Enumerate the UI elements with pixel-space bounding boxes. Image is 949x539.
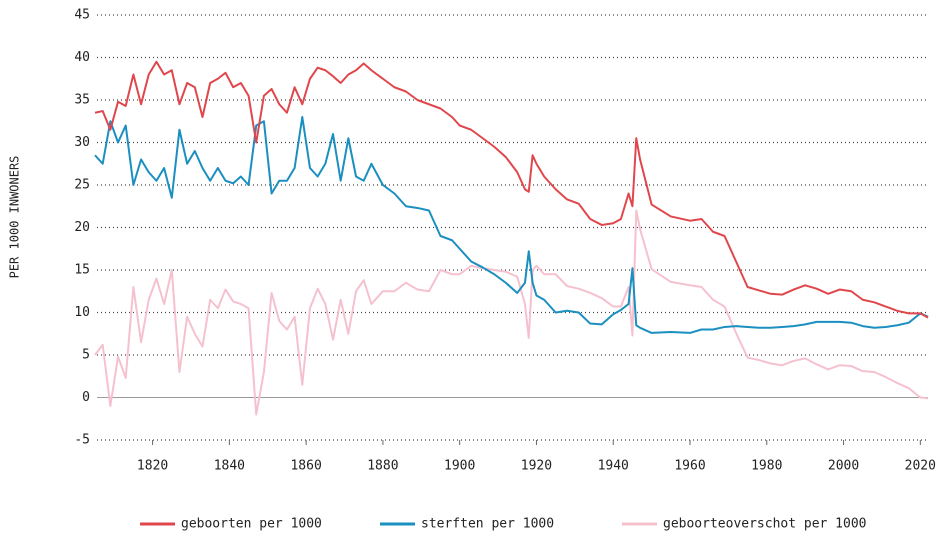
- x-tick-label: 1880: [367, 459, 398, 474]
- data-line: [94, 60, 929, 319]
- y-tick-label: 10: [74, 305, 90, 320]
- x-tick-label: 1840: [214, 459, 245, 474]
- y-tick-label: -5: [74, 433, 90, 448]
- legend-label: geboorteoverschot per 1000: [663, 517, 867, 532]
- x-tick-label: 2000: [828, 459, 859, 474]
- y-tick-label: 15: [74, 263, 90, 278]
- x-tick-label: 1900: [444, 459, 475, 474]
- y-axis-label: PER 1000 INWONERS: [8, 156, 22, 279]
- legend-label: sterften per 1000: [421, 517, 554, 532]
- x-tick-label: 1820: [137, 459, 168, 474]
- x-tick-label: 1940: [598, 459, 629, 474]
- y-tick-label: 0: [82, 390, 90, 405]
- y-tick-label: 25: [74, 178, 90, 193]
- y-tick-label: 5: [82, 348, 90, 363]
- data-line: [94, 209, 929, 416]
- x-tick-label: 2020: [905, 459, 936, 474]
- legend-label: geboorten per 1000: [181, 517, 322, 532]
- y-tick-label: 20: [74, 220, 90, 235]
- y-tick-label: 30: [74, 135, 90, 150]
- x-tick-label: 1860: [290, 459, 321, 474]
- data-line: [94, 116, 929, 334]
- x-tick-label: 1980: [751, 459, 782, 474]
- x-tick-label: 1960: [674, 459, 705, 474]
- y-tick-label: 40: [74, 50, 90, 65]
- y-tick-label: 35: [74, 93, 90, 108]
- y-tick-label: 45: [74, 8, 90, 23]
- x-tick-label: 1920: [521, 459, 552, 474]
